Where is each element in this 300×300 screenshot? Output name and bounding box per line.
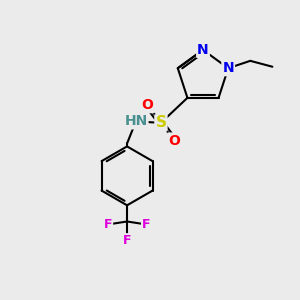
Text: N: N — [197, 43, 209, 57]
Text: S: S — [155, 116, 167, 130]
Text: HN: HN — [124, 114, 148, 128]
Text: F: F — [104, 218, 112, 231]
Text: O: O — [142, 98, 154, 112]
Text: F: F — [123, 234, 131, 247]
Text: N: N — [222, 61, 234, 75]
Text: O: O — [168, 134, 180, 148]
Text: F: F — [142, 218, 151, 231]
